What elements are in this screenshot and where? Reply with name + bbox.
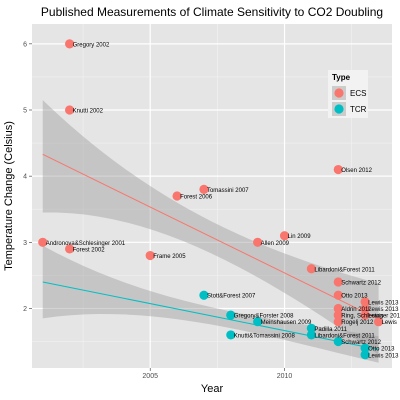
point-label: Meinshausen 2009 xyxy=(261,320,312,326)
confidence-bands xyxy=(42,100,379,363)
data-point-tcr xyxy=(360,343,370,353)
point-label: Lewis 2013 xyxy=(368,353,399,359)
data-point-ecs xyxy=(333,290,343,300)
point-label: Lewis 2013 xyxy=(368,300,399,306)
data-point-ecs xyxy=(65,244,75,254)
trend-lines xyxy=(42,153,379,350)
data-point-ecs xyxy=(360,297,370,307)
y-tick-label: 3 xyxy=(23,240,27,247)
data-point-tcr xyxy=(306,330,317,340)
point-label: Forest 2006 xyxy=(180,195,213,201)
legend-entries: ECS TCR xyxy=(332,86,367,116)
y-tick-label: 5 xyxy=(23,108,27,115)
legend-key-tcr xyxy=(334,104,344,114)
data-point-tcr xyxy=(226,310,236,320)
legend-key-ecs xyxy=(334,88,344,98)
point-label: Knutti 2002 xyxy=(73,109,104,115)
confidence-band-tcr xyxy=(42,245,379,363)
data-point-tcr xyxy=(360,350,370,360)
data-point-ecs xyxy=(65,39,75,49)
point-label: Ring, Schlesinger 2012 xyxy=(341,314,400,320)
data-point-ecs xyxy=(360,310,370,320)
trend-line-tcr xyxy=(42,281,379,350)
point-label: Rogelj 2012 xyxy=(341,320,374,326)
point-label: Otto 2013 xyxy=(341,294,368,300)
point-label: Libardoni&Forest 2011 xyxy=(314,267,375,273)
data-point-ecs xyxy=(373,317,384,327)
data-point-ecs xyxy=(145,250,155,261)
x-axis-ticks: 2005 2010 xyxy=(142,368,292,380)
confidence-band-ecs xyxy=(42,100,379,355)
data-point-ecs xyxy=(333,277,343,287)
legend-label-ecs: ECS xyxy=(350,89,366,98)
point-label: Schwartz 2012 xyxy=(341,281,381,287)
point-label: Gregory 2002 xyxy=(73,42,110,48)
point-label: Aldrin 2012 xyxy=(341,307,372,313)
data-point-ecs xyxy=(38,237,48,247)
point-label: Gregory&Forster 2008 xyxy=(234,314,294,320)
y-axis-ticks: 2 3 4 5 6 xyxy=(23,41,32,313)
point-labels: Gregory 2002 Knutti 2002 Andronova&Schlesi… xyxy=(46,42,400,359)
point-label: Lewis xyxy=(382,320,397,326)
y-tick-label: 6 xyxy=(23,41,27,48)
point-label: Libardoni&Forest 2011 xyxy=(314,333,375,339)
data-point-ecs xyxy=(333,317,343,327)
legend-title: Type xyxy=(332,73,351,82)
data-point-tcr xyxy=(253,317,263,327)
data-point-ecs xyxy=(279,231,290,241)
point-label: Otto 2013 xyxy=(368,347,395,353)
y-axis-title: Temperature Change (Celsius) xyxy=(3,121,15,271)
data-point-ecs xyxy=(360,303,370,314)
data-point-ecs xyxy=(333,310,343,320)
y-tick-label: 4 xyxy=(23,174,27,181)
data-point-tcr xyxy=(199,290,209,300)
point-label: Andronova&Schlesinger 2001 xyxy=(46,241,126,247)
data-point-ecs xyxy=(199,184,209,194)
point-label: Schwartz 2012 xyxy=(341,340,381,346)
legend-label-tcr: TCR xyxy=(350,105,367,114)
x-axis-title: Year xyxy=(201,383,224,395)
y-tick-label: 2 xyxy=(23,306,27,313)
trend-line-ecs xyxy=(42,153,379,320)
data-point-tcr xyxy=(333,336,343,347)
point-label: Tomassini 2007 xyxy=(207,188,249,194)
point-label: Olsen 2012 xyxy=(341,168,372,174)
point-label: Lin 2009 xyxy=(288,234,312,240)
x-tick-label: 2005 xyxy=(142,373,158,380)
data-point-ecs xyxy=(172,191,182,201)
point-label: Allen 2009 xyxy=(261,241,290,247)
chart-title: Published Measurements of Climate Sensit… xyxy=(41,5,383,19)
point-label: Padilla 2011 xyxy=(314,327,347,333)
data-point-ecs xyxy=(65,105,75,115)
data-point-ecs xyxy=(333,164,343,175)
data-point-tcr xyxy=(226,330,236,340)
point-label: Knutti&Tomassini 2008 xyxy=(234,333,296,339)
point-label: Lewis xyxy=(368,314,383,320)
point-label: Stott&Forest 2007 xyxy=(207,294,256,300)
x-tick-label: 2010 xyxy=(277,373,293,380)
data-point-tcr xyxy=(306,323,317,333)
point-label: Forest 2002 xyxy=(73,247,106,253)
point-label: Frame 2005 xyxy=(153,254,186,260)
point-label: Lewis 2013 xyxy=(368,307,399,313)
data-point-ecs xyxy=(333,303,343,314)
legend: Type ECS TCR xyxy=(328,70,368,118)
data-point-ecs xyxy=(306,264,317,274)
data-points xyxy=(38,39,384,360)
data-point-ecs xyxy=(253,237,263,247)
